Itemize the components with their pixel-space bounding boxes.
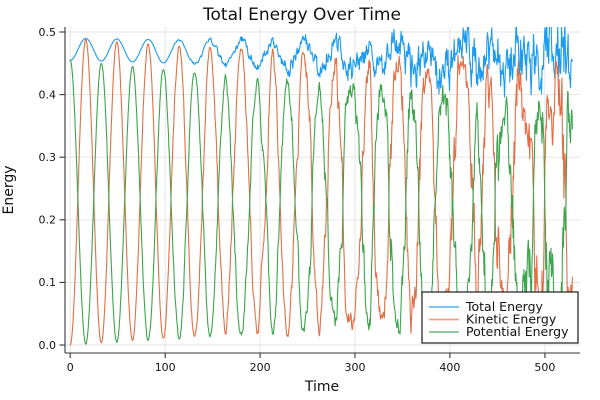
legend-label-total-energy: Total Energy bbox=[465, 299, 544, 314]
y-tick-label-0.2: 0.2 bbox=[39, 214, 57, 227]
x-tick-label-500: 500 bbox=[534, 361, 555, 374]
x-tick-label-200: 200 bbox=[250, 361, 271, 374]
legend-label-kinetic-energy: Kinetic Energy bbox=[466, 312, 557, 327]
y-tick-label-0.1: 0.1 bbox=[39, 276, 57, 289]
kinetic-energy-line bbox=[69, 38, 573, 346]
y-tick-label-0.3: 0.3 bbox=[39, 151, 57, 164]
y-tick-label-0.5: 0.5 bbox=[39, 26, 57, 39]
chart-title: Total Energy Over Time bbox=[202, 5, 401, 25]
axes-layer: 0 100 200 300 400 500 0.0 0.1 0.2 0.3 0.4 0.5 bbox=[39, 26, 580, 374]
x-axis-label: Time bbox=[304, 379, 339, 395]
x-tick-label-100: 100 bbox=[155, 361, 176, 374]
y-axis-label: Energy bbox=[1, 165, 17, 214]
legend-box bbox=[421, 291, 579, 344]
y-tick-label-0.4: 0.4 bbox=[39, 88, 57, 101]
x-tick-label-400: 400 bbox=[439, 361, 460, 374]
legend: Total Energy Kinetic Energy Potential En… bbox=[421, 291, 579, 344]
y-tick-label-0.0: 0.0 bbox=[39, 339, 57, 352]
x-tick-label-0: 0 bbox=[67, 361, 74, 374]
legend-label-potential-energy: Potential Energy bbox=[466, 324, 569, 339]
x-tick-label-300: 300 bbox=[345, 361, 366, 374]
total-energy-line bbox=[69, 27, 573, 98]
